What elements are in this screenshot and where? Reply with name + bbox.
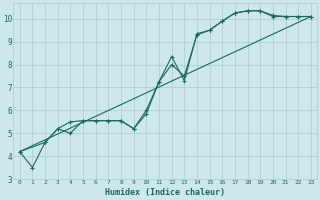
X-axis label: Humidex (Indice chaleur): Humidex (Indice chaleur) [105,188,225,197]
